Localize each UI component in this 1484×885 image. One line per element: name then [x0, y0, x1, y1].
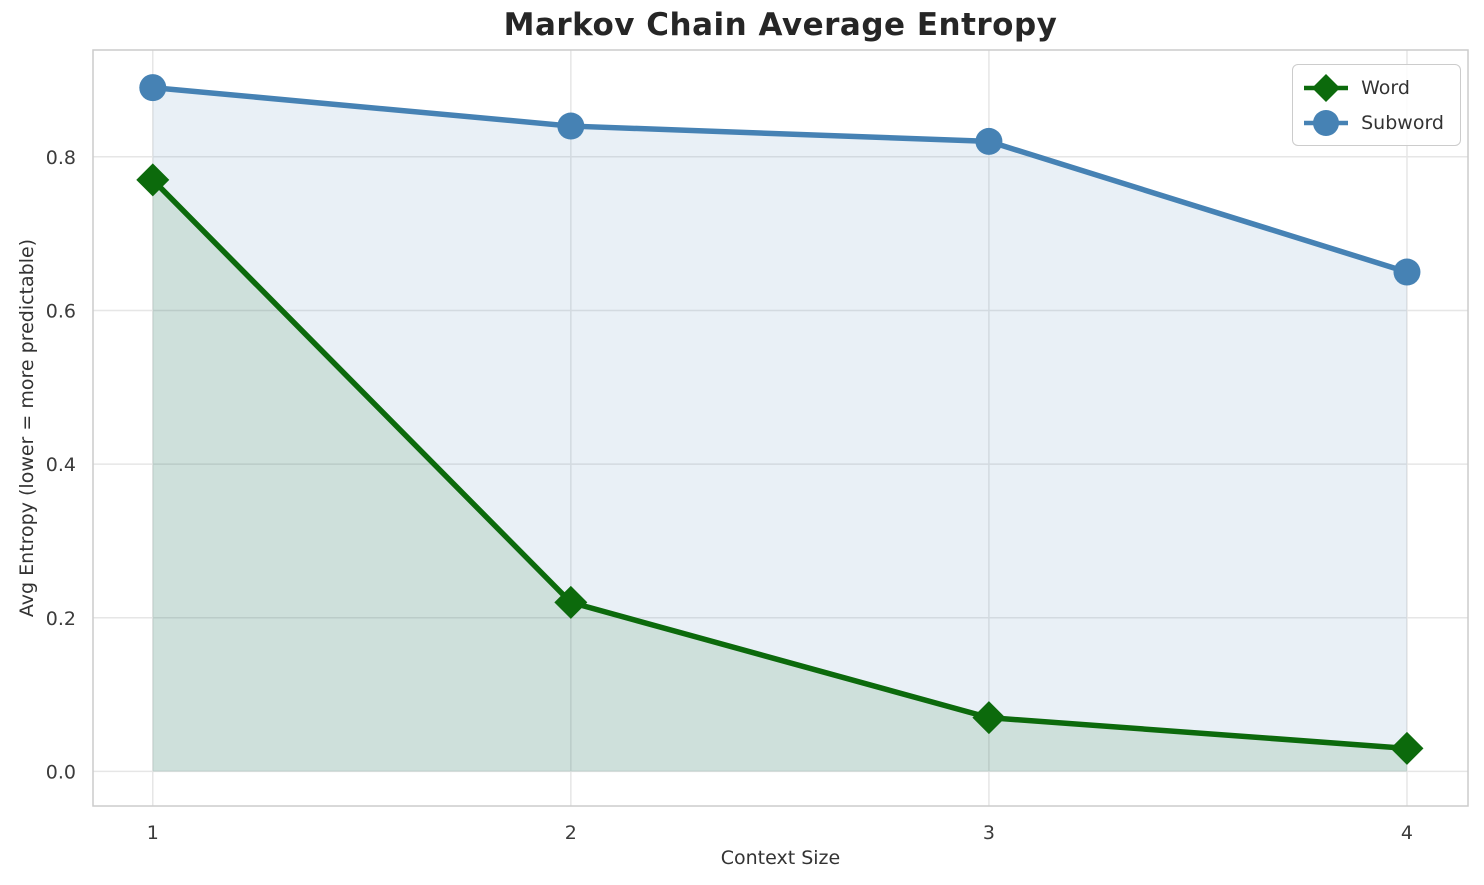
subword-marker	[1393, 258, 1421, 286]
legend: Word Subword	[1292, 64, 1461, 146]
y-tick-label: 0.2	[46, 608, 76, 630]
y-axis-label: Avg Entropy (lower = more predictable)	[16, 238, 38, 618]
legend-item-word: Word	[1303, 72, 1444, 103]
word-marker	[972, 701, 1006, 735]
subword-marker	[139, 74, 167, 102]
y-tick-label: 0.0	[46, 761, 76, 783]
x-tick-label: 2	[565, 822, 577, 844]
y-tick-label: 0.8	[46, 147, 76, 169]
x-tick-label: 4	[1401, 822, 1413, 844]
word-marker	[1390, 731, 1424, 765]
plot-border	[92, 49, 1469, 807]
x-axis-label: Context Size	[720, 847, 841, 869]
x-tick-label: 3	[983, 822, 995, 844]
legend-label: Word	[1361, 76, 1410, 99]
legend-label: Subword	[1361, 111, 1444, 134]
word-marker	[136, 163, 170, 197]
y-tick-label: 0.6	[46, 300, 76, 322]
legend-item-subword: Subword	[1303, 107, 1444, 138]
subword-line	[150, 84, 1410, 275]
legend-diamond-marker-icon	[1304, 73, 1349, 102]
word-area-fill	[152, 179, 1407, 772]
subword-marker	[975, 127, 1003, 155]
x-tick-label: 1	[147, 822, 159, 844]
legend-circle-marker-icon	[1304, 109, 1349, 136]
word-marker	[554, 585, 588, 619]
subword-area-fill	[152, 87, 1407, 772]
subword-marker	[557, 112, 585, 140]
chart-title: Markov Chain Average Entropy	[503, 7, 1058, 43]
word-line	[150, 177, 1410, 752]
y-tick-label: 0.4	[46, 454, 76, 476]
